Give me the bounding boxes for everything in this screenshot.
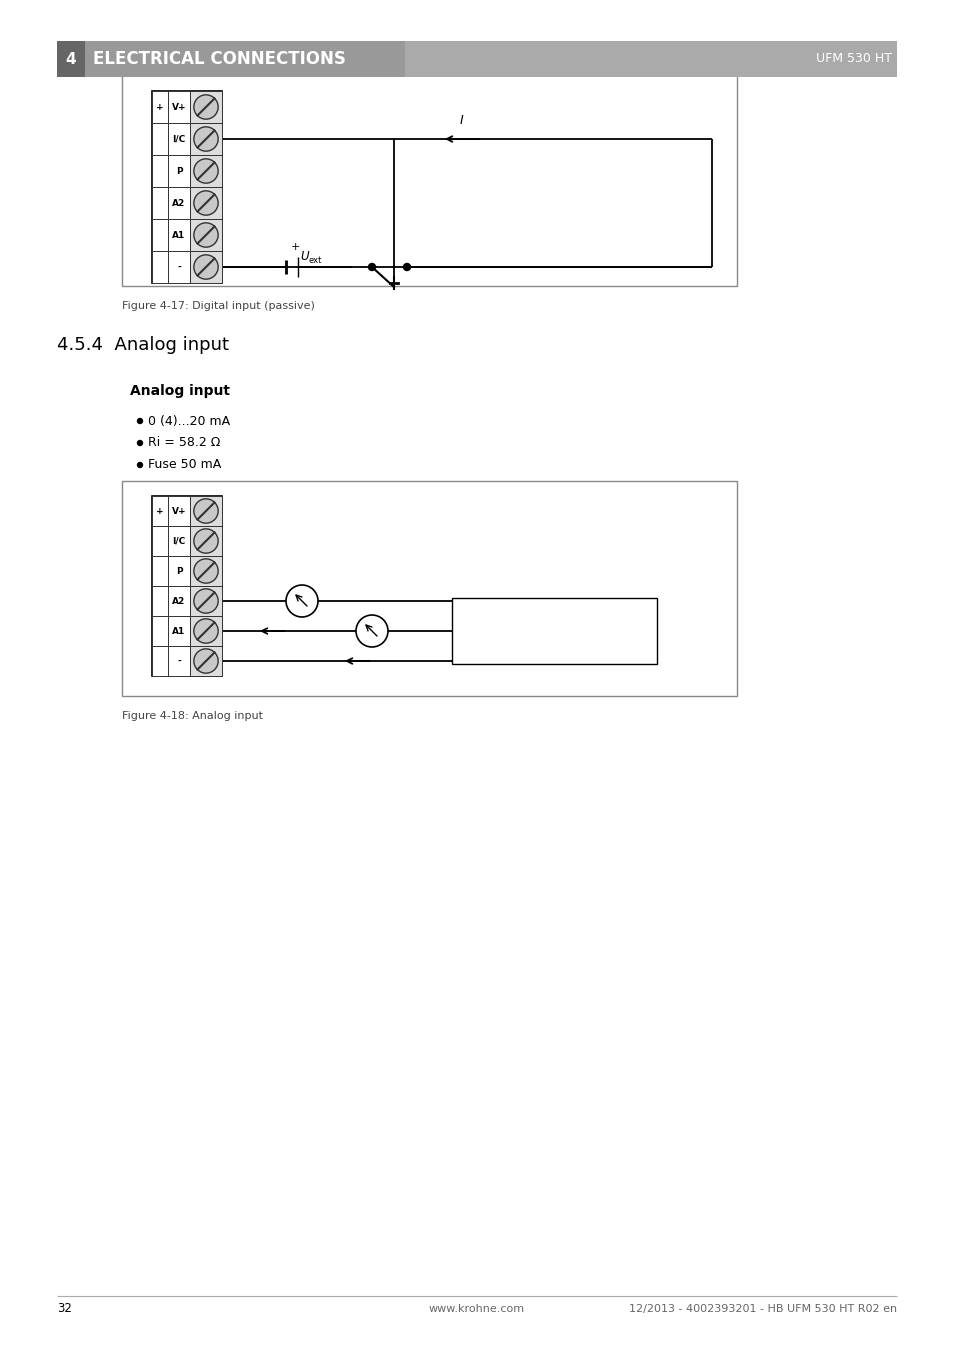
- Bar: [190, 557, 222, 586]
- Bar: [152, 526, 168, 557]
- Bar: [152, 91, 168, 123]
- Bar: [405, 41, 896, 77]
- Text: +: +: [156, 507, 164, 516]
- Text: P: P: [175, 166, 182, 176]
- Bar: [190, 155, 222, 186]
- Bar: [152, 557, 168, 586]
- Circle shape: [193, 127, 218, 151]
- Bar: [452, 598, 657, 663]
- Circle shape: [193, 499, 218, 523]
- Text: A1: A1: [172, 231, 186, 239]
- Bar: [190, 91, 222, 123]
- Bar: [168, 123, 190, 155]
- Bar: [190, 586, 222, 616]
- Text: -: -: [177, 262, 181, 272]
- Bar: [57, 41, 85, 77]
- Circle shape: [193, 648, 218, 673]
- Circle shape: [137, 440, 142, 446]
- Text: Figure 4-17: Digital input (passive): Figure 4-17: Digital input (passive): [122, 301, 314, 311]
- Text: 32: 32: [57, 1302, 71, 1316]
- Text: V+: V+: [172, 507, 186, 516]
- Text: +: +: [156, 103, 164, 112]
- Text: Analog input: Analog input: [130, 384, 230, 399]
- Bar: [168, 496, 190, 526]
- Circle shape: [193, 223, 218, 247]
- Bar: [152, 251, 168, 282]
- Text: P: P: [175, 566, 182, 576]
- Text: 12/2013 - 4002393201 - HB UFM 530 HT R02 en: 12/2013 - 4002393201 - HB UFM 530 HT R02…: [628, 1304, 896, 1315]
- Circle shape: [137, 462, 142, 467]
- Bar: [85, 41, 405, 77]
- Bar: [122, 72, 737, 286]
- Text: 0 (4)...20 mA: 0 (4)...20 mA: [148, 415, 230, 427]
- Bar: [168, 219, 190, 251]
- Bar: [152, 646, 168, 676]
- Text: -: -: [177, 657, 181, 666]
- Circle shape: [368, 263, 375, 270]
- Bar: [152, 496, 222, 676]
- Circle shape: [193, 528, 218, 553]
- Circle shape: [193, 95, 218, 119]
- Bar: [152, 616, 168, 646]
- Bar: [168, 646, 190, 676]
- Circle shape: [193, 255, 218, 280]
- Bar: [152, 496, 168, 526]
- Text: +: +: [290, 242, 299, 253]
- Bar: [190, 251, 222, 282]
- Text: I: I: [459, 113, 463, 127]
- Circle shape: [193, 190, 218, 215]
- Bar: [190, 646, 222, 676]
- Bar: [168, 155, 190, 186]
- Text: Fuse 50 mA: Fuse 50 mA: [148, 458, 221, 471]
- Text: A2: A2: [172, 597, 186, 605]
- Bar: [152, 186, 168, 219]
- Bar: [152, 123, 168, 155]
- Text: UFM 530 HT: UFM 530 HT: [815, 53, 891, 65]
- Bar: [190, 526, 222, 557]
- Text: 4.5.4  Analog input: 4.5.4 Analog input: [57, 336, 229, 354]
- Text: A1: A1: [172, 627, 186, 635]
- Text: U: U: [299, 250, 309, 263]
- Bar: [190, 219, 222, 251]
- Bar: [168, 557, 190, 586]
- Bar: [168, 526, 190, 557]
- Circle shape: [137, 419, 142, 423]
- Bar: [190, 186, 222, 219]
- Bar: [152, 219, 168, 251]
- Bar: [190, 496, 222, 526]
- Text: 4: 4: [66, 51, 76, 66]
- Bar: [168, 186, 190, 219]
- Bar: [190, 616, 222, 646]
- Circle shape: [193, 159, 218, 184]
- Circle shape: [193, 589, 218, 613]
- Text: I/C: I/C: [172, 536, 186, 546]
- Bar: [152, 155, 168, 186]
- Text: www.krohne.com: www.krohne.com: [429, 1304, 524, 1315]
- Circle shape: [286, 585, 317, 617]
- Bar: [152, 91, 222, 282]
- Text: V+: V+: [172, 103, 186, 112]
- Text: -: -: [274, 262, 278, 272]
- Bar: [168, 616, 190, 646]
- Circle shape: [403, 263, 410, 270]
- Bar: [190, 123, 222, 155]
- Text: ELECTRICAL CONNECTIONS: ELECTRICAL CONNECTIONS: [92, 50, 346, 68]
- Bar: [122, 481, 737, 696]
- Text: ext: ext: [309, 255, 322, 265]
- Bar: [168, 251, 190, 282]
- Text: Figure 4-18: Analog input: Figure 4-18: Analog input: [122, 711, 263, 721]
- Bar: [152, 586, 168, 616]
- Circle shape: [193, 559, 218, 584]
- Text: A2: A2: [172, 199, 186, 208]
- Text: Ri = 58.2 Ω: Ri = 58.2 Ω: [148, 436, 220, 450]
- Bar: [168, 91, 190, 123]
- Bar: [168, 586, 190, 616]
- Circle shape: [193, 619, 218, 643]
- Circle shape: [355, 615, 388, 647]
- Text: I/C: I/C: [172, 135, 186, 143]
